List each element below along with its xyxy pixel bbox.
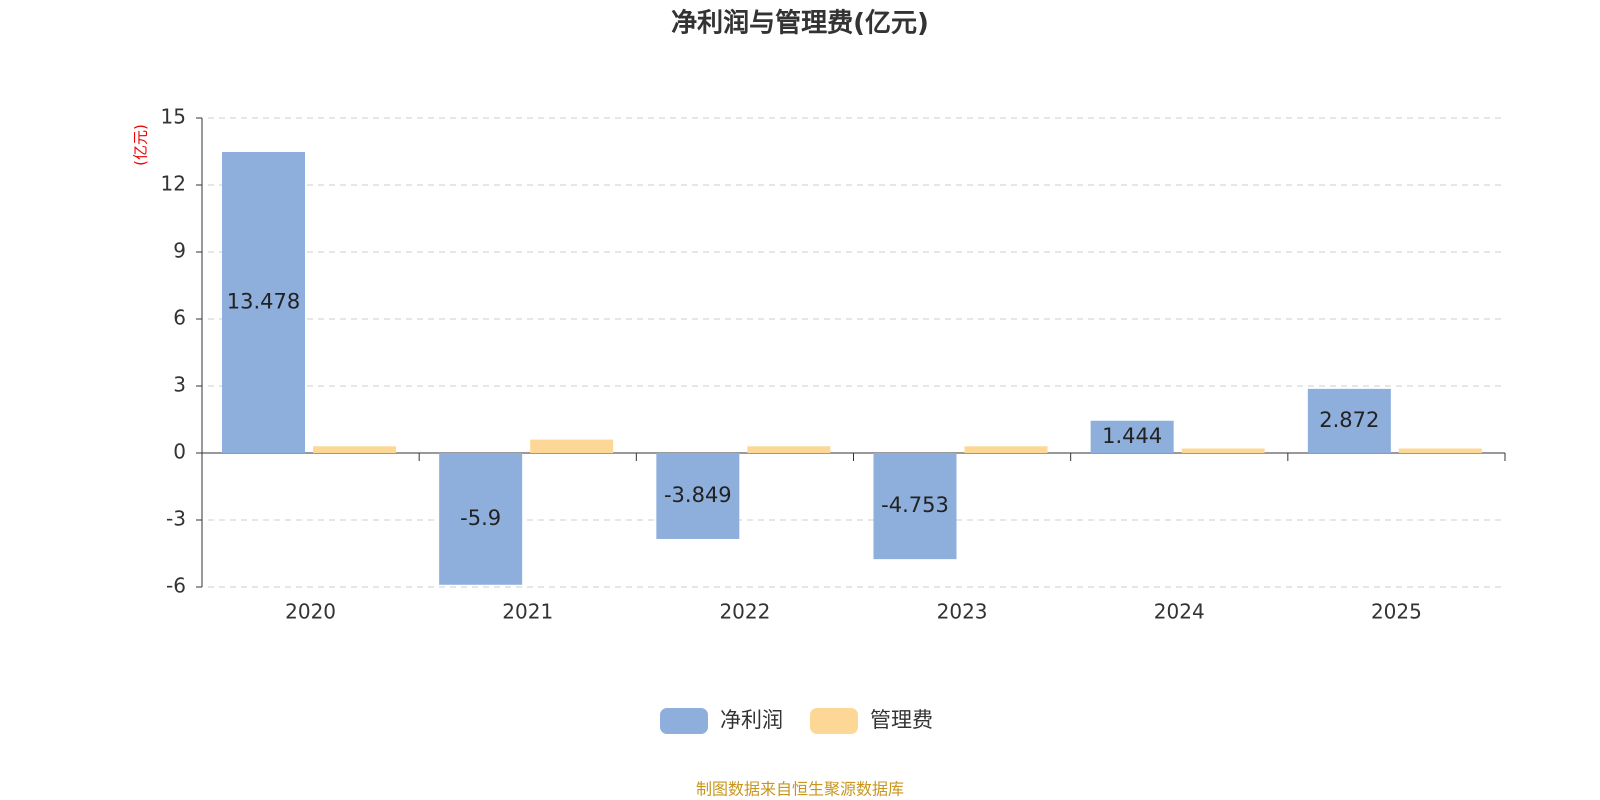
- bar: [964, 446, 1048, 453]
- bar: [1090, 420, 1174, 453]
- value-label: 2.872: [1319, 408, 1379, 432]
- bar: [439, 453, 523, 585]
- x-tick-label: 2023: [937, 600, 988, 624]
- y-axis-label: (亿元): [132, 124, 150, 166]
- x-tick-label: 2024: [1154, 600, 1205, 624]
- bar: [222, 151, 305, 453]
- y-tick-label: 9: [173, 239, 186, 263]
- x-tick-label: 2025: [1371, 600, 1422, 624]
- chart-title: 净利润与管理费(亿元): [671, 8, 929, 39]
- bar: [313, 446, 396, 453]
- y-tick-label: 3: [173, 373, 186, 397]
- value-label: -5.9: [460, 506, 501, 530]
- bar: [873, 453, 957, 560]
- legend-swatch: [810, 708, 858, 734]
- value-label: -3.849: [664, 483, 732, 507]
- source-note: 制图数据来自恒生聚源数据库: [696, 780, 904, 799]
- x-tick-label: 2020: [285, 600, 336, 624]
- bar: [1398, 448, 1482, 453]
- x-tick-label: 2021: [502, 600, 553, 624]
- bar: [656, 453, 740, 539]
- bar: [1307, 388, 1391, 453]
- y-tick-label: 12: [161, 172, 186, 196]
- y-tick-label: 0: [173, 440, 186, 464]
- legend-label: 净利润: [720, 708, 783, 732]
- value-label: 1.444: [1102, 424, 1162, 448]
- y-tick-label: -6: [166, 574, 186, 598]
- value-label: 13.478: [227, 289, 300, 313]
- y-tick-label: 15: [161, 105, 186, 129]
- bar: [530, 439, 614, 453]
- legend-swatch: [660, 708, 708, 734]
- y-tick-label: 6: [173, 306, 186, 330]
- value-label: -4.753: [881, 493, 949, 517]
- legend-label: 管理费: [870, 708, 933, 732]
- bar: [1181, 448, 1265, 453]
- bar: [747, 446, 831, 453]
- y-tick-label: -3: [166, 507, 186, 531]
- x-tick-label: 2022: [719, 600, 770, 624]
